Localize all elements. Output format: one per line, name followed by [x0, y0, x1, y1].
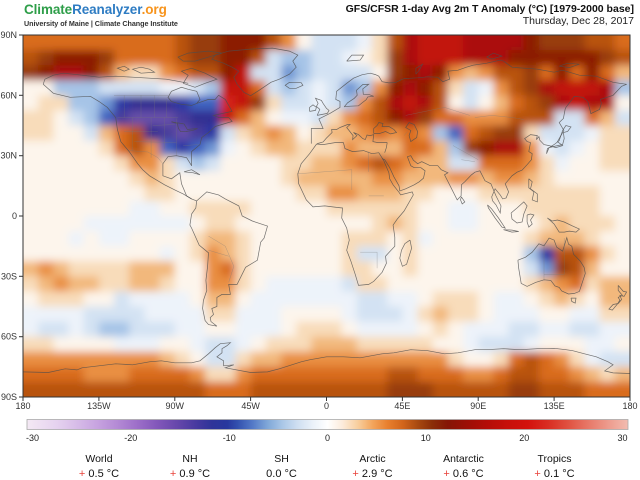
- svg-text:45E: 45E: [394, 401, 410, 411]
- svg-text:180: 180: [622, 401, 637, 411]
- svg-text:30N: 30N: [0, 151, 17, 161]
- svg-text:20: 20: [519, 433, 529, 443]
- svg-text:+ 0.6 °C: + 0.6 °C: [443, 468, 483, 480]
- svg-text:90E: 90E: [470, 401, 486, 411]
- svg-text:SH: SH: [274, 453, 289, 465]
- svg-text:0: 0: [324, 401, 329, 411]
- svg-text:+ 2.9 °C: + 2.9 °C: [352, 468, 392, 480]
- svg-text:+ 0.5 °C: + 0.5 °C: [79, 468, 119, 480]
- svg-text:45W: 45W: [241, 401, 260, 411]
- svg-text:-30: -30: [26, 433, 39, 443]
- svg-text:135E: 135E: [544, 401, 565, 411]
- svg-text:60N: 60N: [0, 90, 17, 100]
- svg-text:90W: 90W: [166, 401, 185, 411]
- svg-text:10: 10: [421, 433, 431, 443]
- svg-text:NH: NH: [182, 453, 197, 465]
- svg-text:-20: -20: [124, 433, 137, 443]
- svg-text:0.0 °C: 0.0 °C: [266, 468, 297, 480]
- svg-text:-10: -10: [223, 433, 236, 443]
- svg-text:Antarctic: Antarctic: [443, 453, 484, 465]
- svg-text:World: World: [85, 453, 112, 465]
- svg-text:90S: 90S: [1, 392, 17, 402]
- svg-text:0: 0: [12, 211, 17, 221]
- svg-text:+ 0.1 °C: + 0.1 °C: [534, 468, 574, 480]
- svg-text:90N: 90N: [0, 30, 17, 40]
- svg-text:Tropics: Tropics: [537, 453, 571, 465]
- svg-text:Arctic: Arctic: [359, 453, 385, 465]
- svg-text:+ 0.9 °C: + 0.9 °C: [170, 468, 210, 480]
- svg-text:180: 180: [15, 401, 30, 411]
- svg-text:135W: 135W: [87, 401, 111, 411]
- svg-text:60S: 60S: [1, 332, 17, 342]
- svg-text:30: 30: [617, 433, 627, 443]
- svg-text:30S: 30S: [1, 271, 17, 281]
- svg-text:0: 0: [325, 433, 330, 443]
